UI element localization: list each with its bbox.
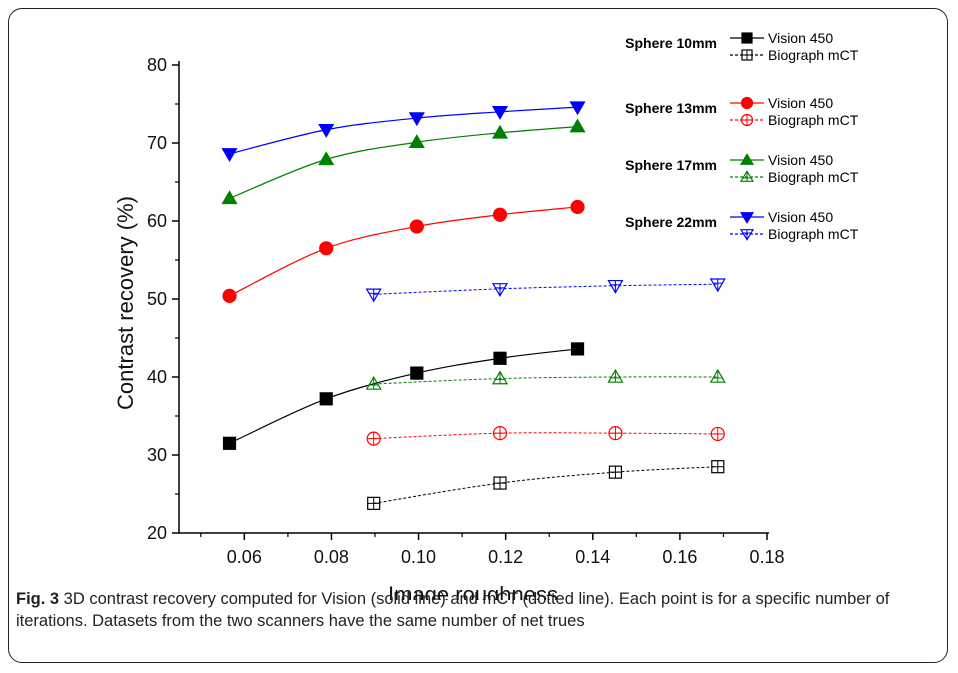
legend-label-sphere-10mm-1: Biograph mCT — [768, 47, 859, 63]
y-tick-label-1: 30 — [147, 445, 167, 465]
y-tick-label-5: 70 — [147, 133, 167, 153]
point-sphere-17mm-biograph-0 — [365, 375, 382, 390]
legend-label-sphere-17mm-1: Biograph mCT — [768, 169, 859, 185]
point-sphere-10mm-vision-1 — [319, 392, 333, 406]
legend-label-sphere-17mm-0: Vision 450 — [768, 152, 833, 168]
y-tick-label-0: 20 — [147, 523, 167, 543]
y-tick-label-3: 50 — [147, 289, 167, 309]
point-sphere-17mm-vision-3 — [491, 124, 509, 139]
point-sphere-13mm-vision-2 — [409, 219, 424, 234]
series-line-sphere-17mm-vision — [229, 126, 578, 199]
figure-caption: Fig. 3 3D contrast recovery computed for… — [16, 588, 941, 632]
point-sphere-22mm-biograph-0 — [365, 288, 382, 303]
chart-series — [221, 101, 726, 510]
series-sphere-10mm-vision — [222, 342, 585, 450]
y-tick-label-6: 80 — [147, 55, 167, 75]
point-sphere-10mm-vision-4 — [570, 342, 585, 356]
point-sphere-10mm-biograph-1 — [493, 476, 507, 490]
contrast-recovery-chart: 0.06 0.08 0.10 0.12 0.14 0.16 0.18 20 30 40 50 60 70… — [113, 30, 859, 600]
series-line-sphere-13mm-biograph — [373, 432, 718, 440]
point-sphere-13mm-biograph-3 — [710, 426, 725, 442]
point-sphere-22mm-biograph-2 — [607, 279, 624, 294]
legend-title-sphere-22mm: Sphere 22mm — [625, 214, 717, 230]
y-tick-label-4: 60 — [147, 211, 167, 231]
series-sphere-17mm-vision — [221, 118, 586, 205]
point-sphere-13mm-biograph-0 — [366, 431, 381, 446]
point-sphere-10mm-vision-3 — [493, 351, 507, 365]
series-sphere-22mm-biograph — [365, 278, 726, 303]
x-tick-label-0: 0.06 — [227, 547, 262, 567]
point-sphere-17mm-biograph-2 — [607, 368, 624, 383]
legend-marker-sphere-17mm-1 — [739, 170, 755, 182]
point-sphere-17mm-biograph-1 — [491, 370, 509, 385]
point-sphere-22mm-vision-0 — [221, 148, 238, 163]
point-sphere-10mm-biograph-2 — [608, 465, 623, 479]
point-sphere-17mm-vision-2 — [408, 134, 425, 148]
series-line-sphere-22mm-biograph — [373, 283, 718, 295]
point-sphere-22mm-biograph-1 — [491, 283, 509, 297]
series-sphere-13mm-biograph — [366, 426, 725, 446]
series-line-sphere-10mm-vision — [229, 348, 578, 444]
point-sphere-13mm-vision-1 — [319, 241, 334, 256]
point-sphere-22mm-vision-3 — [491, 106, 509, 120]
point-sphere-13mm-vision-4 — [570, 199, 585, 215]
point-sphere-13mm-vision-3 — [492, 207, 508, 222]
x-tick-label-5: 0.16 — [662, 547, 697, 567]
point-sphere-22mm-vision-1 — [318, 123, 335, 138]
point-sphere-22mm-vision-2 — [408, 112, 425, 127]
legend-marker-sphere-10mm-0 — [741, 32, 753, 44]
point-sphere-17mm-vision-4 — [569, 118, 586, 133]
point-sphere-10mm-biograph-3 — [711, 460, 725, 474]
x-tick-label-2: 0.10 — [401, 547, 436, 567]
legend-title-sphere-10mm: Sphere 10mm — [625, 35, 717, 51]
y-tick-label-2: 40 — [147, 367, 167, 387]
x-tick-label-1: 0.08 — [314, 547, 349, 567]
series-sphere-13mm-vision — [222, 199, 585, 303]
x-tick-label-6: 0.18 — [749, 547, 784, 567]
legend-marker-sphere-17mm-0 — [739, 153, 755, 165]
legend-marker-sphere-22mm-0 — [739, 212, 755, 224]
point-sphere-13mm-biograph-1 — [492, 426, 508, 441]
series-sphere-10mm-biograph — [367, 460, 725, 510]
series-line-sphere-13mm-vision — [229, 206, 578, 297]
series-line-sphere-10mm-biograph — [373, 466, 718, 504]
legend-marker-sphere-22mm-1 — [739, 229, 755, 241]
chart-axes: 0.06 0.08 0.10 0.12 0.14 0.16 0.18 20 30 40 50 60 70… — [113, 55, 785, 600]
point-sphere-22mm-biograph-3 — [709, 278, 726, 293]
x-axis-label: Image roughness — [388, 582, 558, 600]
figure-caption-label: Fig. 3 — [16, 590, 60, 608]
legend-marker-sphere-13mm-1 — [740, 113, 754, 127]
point-sphere-17mm-vision-1 — [318, 151, 335, 166]
figure-frame — [8, 8, 948, 663]
point-sphere-10mm-vision-2 — [410, 366, 424, 380]
x-tick-label-3: 0.12 — [488, 547, 523, 567]
point-sphere-10mm-biograph-0 — [367, 496, 381, 510]
point-sphere-17mm-vision-0 — [221, 190, 238, 205]
point-sphere-13mm-biograph-2 — [608, 426, 623, 441]
legend-marker-sphere-13mm-0 — [740, 96, 754, 110]
x-tick-label-4: 0.14 — [575, 547, 610, 567]
legend-label-sphere-22mm-0: Vision 450 — [768, 209, 833, 225]
legend-label-sphere-22mm-1: Biograph mCT — [768, 226, 859, 242]
legend-label-sphere-13mm-1: Biograph mCT — [768, 112, 859, 128]
point-sphere-17mm-biograph-3 — [709, 368, 726, 383]
legend-marker-sphere-10mm-1 — [741, 49, 753, 61]
legend-title-sphere-13mm: Sphere 13mm — [625, 100, 717, 116]
legend-title-sphere-17mm: Sphere 17mm — [625, 157, 717, 173]
point-sphere-13mm-vision-0 — [222, 288, 237, 303]
figure-caption-text: 3D contrast recovery computed for Vision… — [16, 590, 890, 630]
legend-label-sphere-10mm-0: Vision 450 — [768, 30, 833, 46]
point-sphere-10mm-vision-0 — [222, 436, 237, 450]
series-sphere-17mm-biograph — [365, 368, 726, 390]
legend-label-sphere-13mm-0: Vision 450 — [768, 95, 833, 111]
point-sphere-22mm-vision-4 — [569, 101, 586, 116]
series-line-sphere-17mm-biograph — [373, 376, 718, 385]
series-sphere-22mm-vision — [221, 101, 586, 163]
y-axis-label: Contrast recovery (%) — [113, 196, 138, 410]
